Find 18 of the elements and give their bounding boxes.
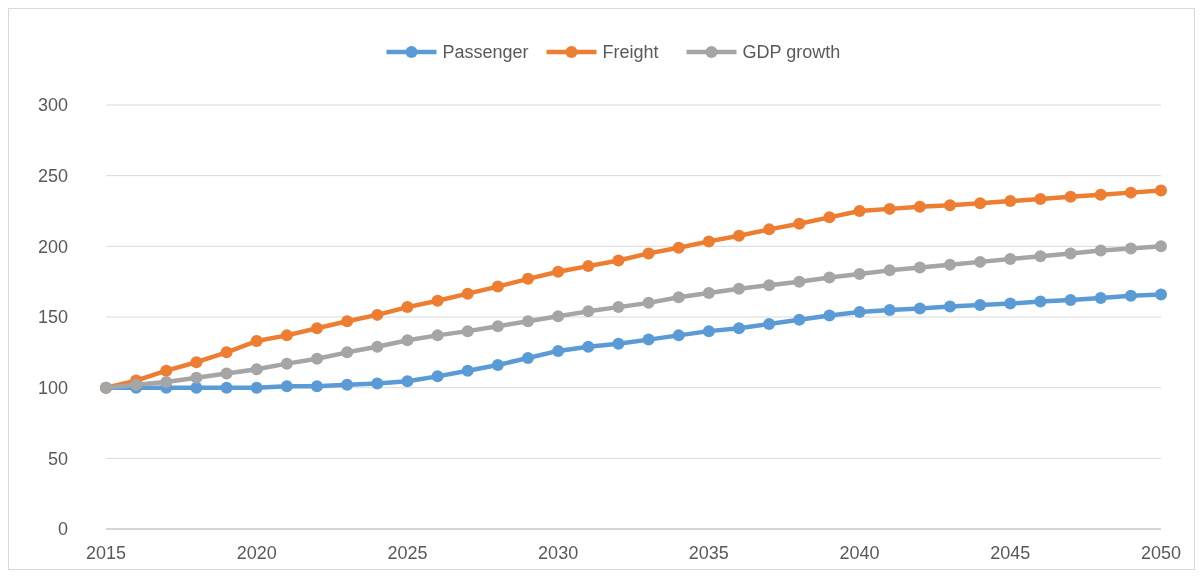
x-tick-label: 2040 (839, 543, 880, 563)
legend-label: GDP growth (742, 42, 841, 63)
y-tick-label: 0 (57, 519, 68, 540)
y-tick-label: 200 (37, 236, 68, 257)
legend-label: Passenger (442, 42, 529, 63)
y-tick-label: 250 (37, 165, 68, 186)
x-tick-label: 2035 (688, 543, 729, 563)
y-tick-label: 50 (47, 448, 68, 469)
y-tick-label: 300 (37, 95, 68, 116)
x-tick-label: 2050 (1140, 543, 1182, 563)
y-tick-label: 100 (37, 377, 68, 398)
x-tick-label: 2015 (85, 543, 127, 563)
x-tick-label: 2030 (538, 543, 579, 563)
x-tick-label: 2020 (236, 543, 277, 563)
x-tick-label: 2025 (387, 543, 428, 563)
x-tick-label: 2045 (990, 543, 1031, 563)
legend-label: Freight (602, 42, 659, 63)
y-tick-label: 150 (37, 307, 68, 328)
